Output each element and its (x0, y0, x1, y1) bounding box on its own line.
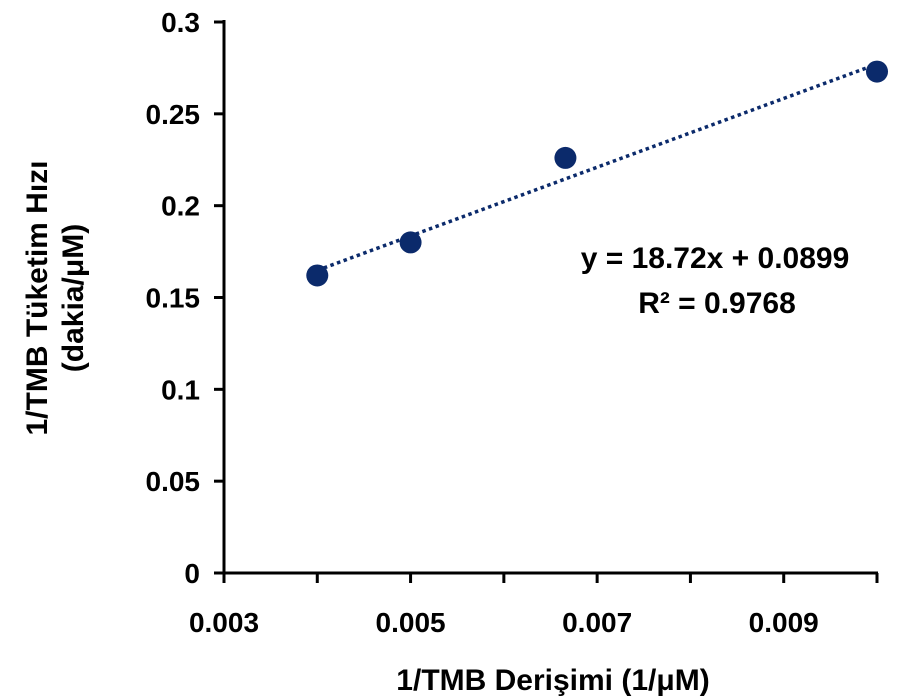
data-points (306, 60, 888, 287)
y-tick-label: 0 (184, 558, 200, 589)
data-point (399, 231, 422, 254)
x-tick-label: 0.003 (189, 607, 259, 638)
y-axis-ticks: 0 0.05 0.1 0.15 0.2 0.25 0.3 (146, 7, 224, 589)
x-tick-label: 0.007 (562, 607, 632, 638)
y-axis-title-line1: 1/TMB Tüketim Hızı (21, 160, 54, 435)
x-axis-title: 1/TMB Derişimi (1/μM) (396, 664, 709, 697)
x-tick-label: 0.009 (749, 607, 819, 638)
x-tick-label: 0.005 (376, 607, 446, 638)
y-tick-label: 0.3 (161, 7, 200, 38)
data-point (306, 264, 329, 287)
y-axis-title-line2: (dakia/μM) (57, 224, 90, 372)
data-point (866, 60, 888, 83)
y-tick-label: 0.2 (161, 191, 200, 222)
trendline-equation: y = 18.72x + 0.0899 (581, 242, 850, 275)
y-tick-label: 0.15 (146, 283, 201, 314)
r-squared-label: R² = 0.9768 (638, 287, 796, 320)
x-axis-ticks: 0.003 0.005 0.007 0.009 (189, 573, 879, 638)
data-point (554, 146, 577, 169)
y-tick-label: 0.05 (146, 466, 201, 497)
y-tick-label: 0.25 (146, 99, 201, 130)
y-tick-label: 0.1 (161, 374, 200, 405)
